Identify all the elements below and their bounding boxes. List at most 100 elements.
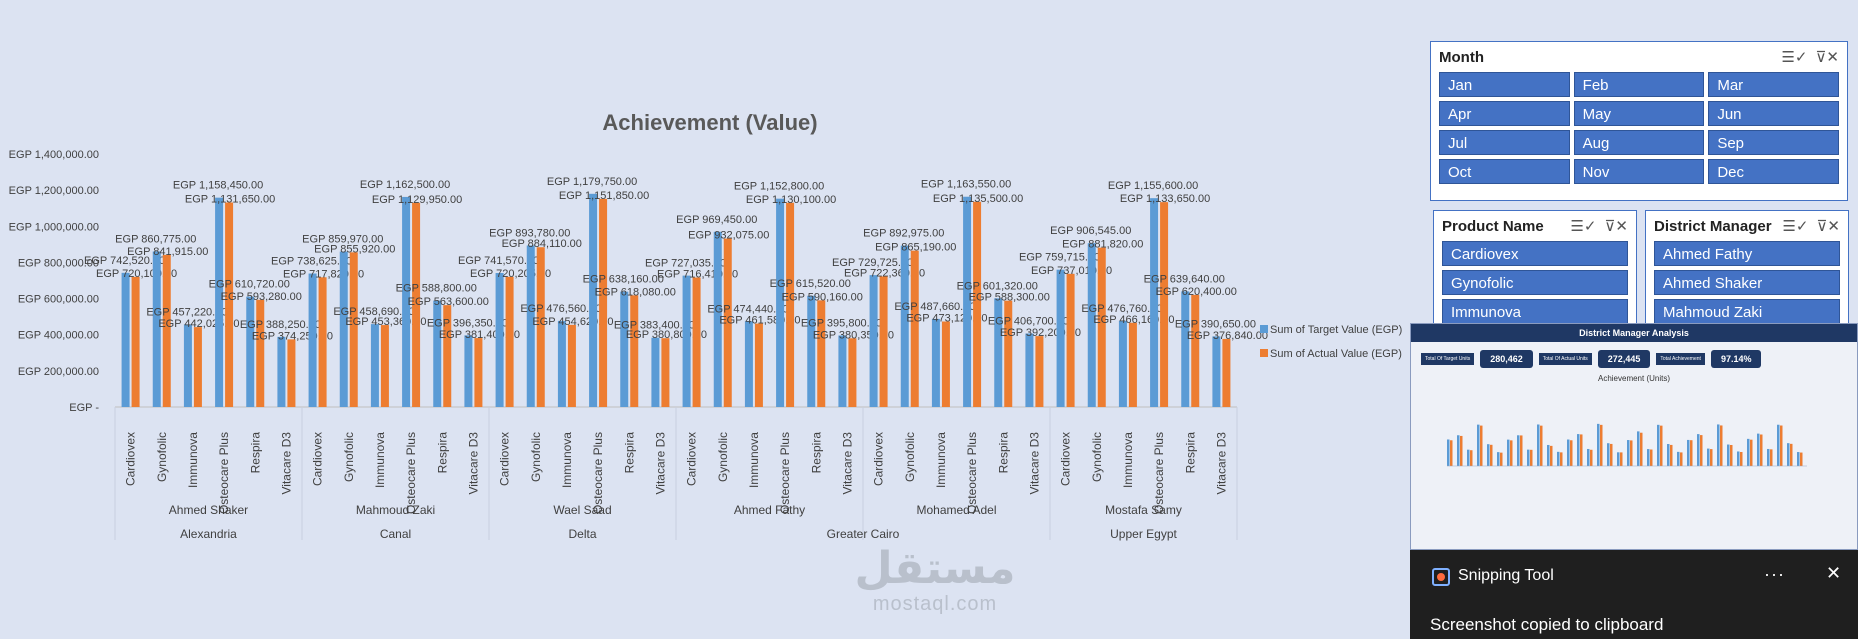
- month-slicer: Month ☰✓ ⊽✕ Jan Feb Mar Apr May Jun Jul Aug Sep O…: [1430, 41, 1848, 201]
- x-category-label: Immunova: [373, 432, 387, 488]
- target-value-bar: [682, 275, 691, 407]
- snipping-tool-notification[interactable]: Snipping Tool ··· ✕ Screenshot copied to…: [1410, 550, 1858, 639]
- month-button-jan[interactable]: Jan: [1439, 72, 1570, 97]
- actual-value-bar: [723, 238, 732, 407]
- target-data-label: EGP 738,625.00: [271, 256, 352, 268]
- x-category-label: Cardiovex: [124, 432, 138, 486]
- target-data-label: EGP 388,250.00: [240, 319, 321, 331]
- month-button-jun[interactable]: Jun: [1708, 101, 1839, 126]
- target-data-label: EGP 638,160.00: [583, 274, 664, 286]
- target-value-bar: [1025, 333, 1034, 407]
- actual-value-bar: [973, 201, 982, 407]
- actual-value-bar: [1222, 338, 1231, 407]
- manager-button-ahmed-fathy[interactable]: Ahmed Fathy: [1654, 241, 1840, 266]
- x-category-label: Vitacare D3: [1214, 432, 1228, 495]
- mini-bar: [1577, 434, 1580, 466]
- y-tick-label: EGP 200,000.00: [18, 366, 99, 378]
- x-category-label: Immunova: [747, 432, 761, 488]
- month-slicer-title: Month: [1439, 48, 1484, 66]
- mini-bar: [1517, 435, 1520, 466]
- month-button-mar[interactable]: Mar: [1708, 72, 1839, 97]
- x-category-label: Cardiovex: [872, 432, 886, 486]
- mini-bar: [1717, 424, 1720, 466]
- x-category-label: Vitacare D3: [279, 432, 293, 495]
- actual-value-bar: [910, 250, 919, 407]
- manager-button-mahmoud-zaki[interactable]: Mahmoud Zaki: [1654, 299, 1840, 324]
- target-data-label: EGP 615,520.00: [770, 278, 851, 290]
- target-data-label: EGP 1,163,550.00: [921, 179, 1011, 191]
- mini-bar: [1780, 425, 1783, 466]
- mini-bar: [1587, 448, 1590, 466]
- mini-bar: [1687, 439, 1690, 466]
- target-value-bar: [121, 272, 130, 407]
- x-category-label: Osteocare Plus: [965, 432, 979, 514]
- target-value-bar: [433, 300, 442, 407]
- mini-bar: [1637, 431, 1640, 466]
- target-value-bar: [1056, 269, 1065, 407]
- month-button-sep[interactable]: Sep: [1708, 130, 1839, 155]
- target-data-label: EGP 487,660.00: [894, 301, 975, 313]
- actual-value-bar: [287, 339, 296, 407]
- month-button-oct[interactable]: Oct: [1439, 159, 1570, 184]
- y-tick-label: EGP -: [69, 402, 99, 414]
- actual-value-bar: [1191, 294, 1200, 407]
- mini-bar: [1497, 452, 1500, 466]
- chart-title: Achievement (Value): [602, 110, 817, 135]
- multi-select-icon[interactable]: ☰✓: [1570, 218, 1597, 235]
- clear-filter-icon[interactable]: ⊽✕: [1815, 49, 1839, 66]
- legend-swatch: [1260, 325, 1268, 333]
- target-data-label: EGP 969,450.00: [676, 214, 757, 226]
- target-data-label: EGP 457,220.00: [146, 306, 227, 318]
- month-button-aug[interactable]: Aug: [1573, 130, 1705, 155]
- mini-bar: [1680, 452, 1683, 466]
- target-data-label: EGP 390,650.00: [1175, 318, 1256, 330]
- month-button-jul[interactable]: Jul: [1439, 130, 1570, 155]
- manager-label: Mahmoud Zaki: [356, 503, 435, 517]
- x-category-label: Respira: [1183, 432, 1197, 474]
- clear-filter-icon[interactable]: ⊽✕: [1604, 218, 1628, 235]
- month-button-feb[interactable]: Feb: [1573, 72, 1705, 97]
- snip-preview-thumbnail[interactable]: District Manager Analysis Total Of Targe…: [1410, 323, 1858, 550]
- product-button-immunova[interactable]: Immunova: [1442, 299, 1628, 324]
- clear-filter-icon[interactable]: ⊽✕: [1816, 218, 1840, 235]
- product-button-gynofolic[interactable]: Gynofolic: [1442, 270, 1628, 295]
- product-button-cardiovex[interactable]: Cardiovex: [1442, 241, 1628, 266]
- month-button-dec[interactable]: Dec: [1708, 159, 1839, 184]
- x-category-label: Gynofolic: [1090, 432, 1104, 482]
- actual-data-label: EGP 590,160.00: [782, 291, 863, 303]
- actual-value-bar: [256, 299, 265, 407]
- mini-bar: [1720, 425, 1723, 466]
- mini-bar: [1700, 435, 1703, 466]
- month-button-may[interactable]: May: [1573, 101, 1705, 126]
- manager-button-ahmed-shaker[interactable]: Ahmed Shaker: [1654, 270, 1840, 295]
- multi-select-icon[interactable]: ☰✓: [1782, 218, 1809, 235]
- close-icon[interactable]: ✕: [1826, 563, 1842, 583]
- target-value-bar: [869, 275, 878, 407]
- target-value-bar: [651, 337, 660, 407]
- more-options-icon[interactable]: ···: [1764, 564, 1785, 584]
- month-button-nov[interactable]: Nov: [1573, 159, 1705, 184]
- target-value-bar: [557, 320, 566, 407]
- x-category-label: Gynofolic: [155, 432, 169, 482]
- actual-value-bar: [1035, 336, 1044, 407]
- mini-bar: [1790, 443, 1793, 466]
- multi-select-icon[interactable]: ☰✓: [1781, 49, 1808, 66]
- preview-chart-title: Achievement (Units): [1597, 374, 1671, 383]
- mini-bar: [1667, 444, 1670, 466]
- legend-label: Sum of Actual Value (EGP): [1270, 348, 1402, 360]
- achievement-value-chart: Achievement (Value) EGP - EGP 200,000.00 EG…: [9, 110, 1403, 541]
- mini-bar: [1450, 440, 1453, 466]
- preview-title: District Manager Analysis: [1411, 324, 1857, 342]
- actual-value-bar: [349, 252, 358, 407]
- target-data-label: EGP 759,715.00: [1019, 252, 1100, 264]
- x-category-label: Osteocare Plus: [591, 432, 605, 514]
- manager-label: Ahmed Shaker: [169, 503, 248, 517]
- target-data-label: EGP 601,320.00: [957, 280, 1038, 292]
- target-data-label: EGP 383,400.00: [614, 320, 695, 332]
- mini-bar: [1670, 444, 1673, 466]
- actual-value-bar: [131, 276, 140, 407]
- mini-bar: [1630, 440, 1633, 466]
- target-data-label: EGP 610,720.00: [209, 279, 290, 291]
- mini-bar: [1597, 423, 1600, 466]
- month-button-apr[interactable]: Apr: [1439, 101, 1570, 126]
